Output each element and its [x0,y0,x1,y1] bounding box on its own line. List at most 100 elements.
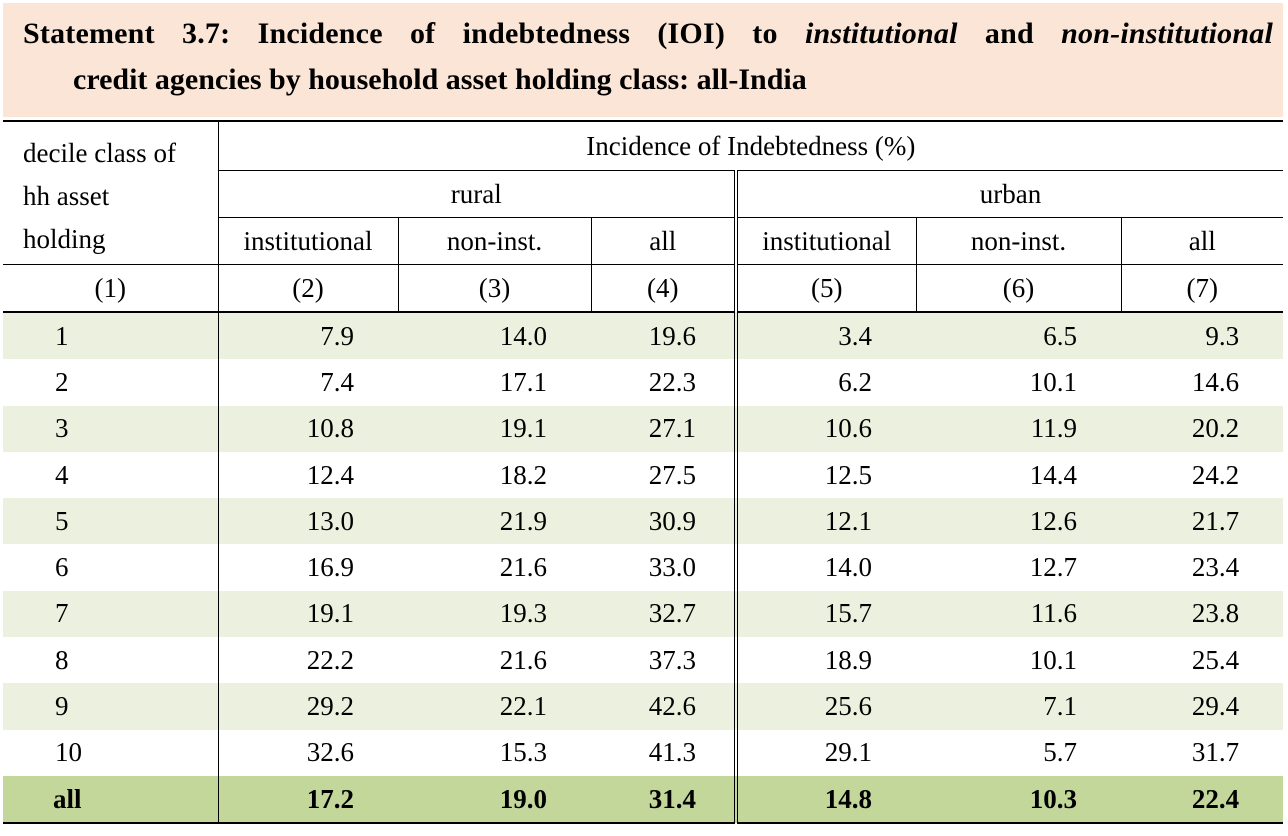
cell-rural-institutional: 16.9 [217,544,398,591]
cell-urban-all: 20.2 [1121,405,1284,452]
cell-rural-institutional: 22.2 [217,637,398,684]
cell-total-rural-all: 31.4 [591,775,736,825]
col-number-3: (3) [397,264,591,313]
table-row-total: all 17.2 19.0 31.4 14.8 10.3 22.4 [3,775,1284,825]
cell-urban-non-inst: 6.5 [916,312,1121,360]
header-group-rural: rural [217,170,736,218]
table-row: 1 7.9 14.0 19.6 3.4 6.5 9.3 [3,312,1284,360]
cell-total-urban-institutional: 14.8 [734,775,916,825]
row-label: 2 [55,366,69,397]
cell-urban-non-inst: 12.7 [1029,552,1077,583]
cell-rural-institutional: 19.1 [217,590,398,638]
cell-urban-institutional: 10.6 [734,405,916,452]
title-line-2: credit agencies by household asset holdi… [73,63,807,96]
title-prefix: Statement 3.7: Incidence of indebtedness… [23,17,805,50]
cell-urban-institutional: 25.6 [734,683,916,730]
statement-title-box: Statement 3.7: Incidence of indebtedness… [3,3,1283,117]
title-line-1: Statement 3.7: Incidence of indebtedness… [23,17,1273,51]
cell-total-rural-institutional: 17.2 [217,775,398,825]
cell-urban-non-inst: 12.6 [916,498,1121,545]
cell-urban-institutional: 12.1 [734,498,916,545]
cell-rural-all: 30.9 [591,498,736,545]
row-label: 5 [3,498,218,545]
cell-urban-non-inst: 10.1 [1029,644,1077,675]
title-italic-non-institutional: non-institutional [1061,17,1273,50]
cell-urban-all: 23.8 [1121,590,1284,638]
row-label: 4 [55,459,69,490]
table-row: 7 19.1 19.3 32.7 15.7 11.6 23.8 [3,590,1284,638]
col-number-6: (6) [915,264,1121,313]
cell-rural-all: 32.7 [591,590,736,638]
col-number-5: (5) [734,264,916,313]
cell-rural-non-inst: 17.1 [499,366,547,397]
cell-rural-institutional: 7.9 [217,312,398,360]
cell-urban-all: 25.4 [1191,644,1240,675]
header-decile-line-2: hh asset [23,181,110,211]
row-label: 6 [55,552,69,583]
cell-urban-institutional: 6.2 [734,359,916,406]
cell-rural-non-inst: 21.6 [499,552,547,583]
cell-rural-non-inst: 19.3 [398,590,591,638]
col-number-7: (7) [1120,264,1284,313]
cell-rural-institutional: 13.0 [217,498,398,545]
cell-urban-non-inst: 7.1 [916,683,1121,730]
cell-rural-institutional: 32.6 [217,729,398,776]
header-rural-all: all [590,217,736,265]
cell-total-rural-non-inst: 19.0 [398,775,591,825]
header-rural-institutional: institutional [217,217,398,265]
title-middle: and [957,17,1062,50]
cell-urban-institutional: 14.0 [734,544,916,591]
cell-rural-all: 22.3 [648,366,696,397]
table-row: 5 13.0 21.9 30.9 12.1 12.6 21.7 [3,498,1284,545]
cell-urban-non-inst: 14.4 [1029,459,1077,490]
header-group-urban: urban [733,170,1284,218]
header-urban-all: all [1120,217,1284,265]
cell-rural-all: 27.5 [648,459,696,490]
header-urban-institutional: institutional [734,217,916,265]
row-label: 10 [55,737,82,768]
table-row: 2 7.4 17.1 22.3 6.2 10.1 14.6 [3,359,1283,406]
cell-urban-all: 14.6 [1191,366,1240,397]
cell-rural-non-inst: 14.0 [398,312,591,360]
cell-urban-non-inst: 5.7 [1043,737,1077,768]
table-row: 6 16.9 21.6 33.0 14.0 12.7 23.4 [3,544,1283,591]
cell-rural-non-inst: 22.1 [398,683,591,730]
header-decile-class: decile class of hh asset holding [3,121,218,265]
row-label: 7 [3,590,218,638]
cell-rural-all: 19.6 [591,312,736,360]
table-row: 3 10.8 19.1 27.1 10.6 11.9 20.2 [3,405,1284,452]
header-decile-line-1: decile class of [23,138,176,168]
header-urban-non-inst: non-inst. [915,217,1121,265]
row-label: 1 [3,312,218,360]
cell-rural-institutional: 10.8 [217,405,398,452]
cell-rural-all: 42.6 [591,683,736,730]
cell-urban-all: 23.4 [1191,552,1240,583]
title-italic-institutional: institutional [804,17,958,50]
cell-rural-institutional: 7.4 [217,359,398,406]
col-number-1: (1) [3,264,218,313]
table-row: 8 22.2 21.6 37.3 18.9 10.1 25.4 [3,637,1283,684]
row-label: 8 [55,644,69,675]
row-label-all: all [3,775,218,825]
cell-urban-institutional: 15.7 [734,590,916,638]
header-incidence-of-indebtedness: Incidence of Indebtedness (%) [217,121,1284,171]
cell-total-urban-all: 22.4 [1121,775,1284,825]
cell-urban-all: 9.3 [1121,312,1284,360]
col-number-2: (2) [217,264,398,313]
row-label: 3 [3,405,218,452]
cell-rural-non-inst: 18.2 [499,459,547,490]
cell-rural-all: 37.3 [648,644,696,675]
cell-rural-non-inst: 19.1 [398,405,591,452]
cell-total-urban-non-inst: 10.3 [916,775,1121,825]
table-row: 4 12.4 18.2 27.5 12.5 14.4 24.2 [3,451,1283,499]
cell-rural-non-inst: 15.3 [499,737,547,768]
cell-urban-institutional: 12.5 [734,451,916,499]
col-number-4: (4) [590,264,736,313]
cell-urban-all: 29.4 [1121,683,1284,730]
table-row: 9 29.2 22.1 42.6 25.6 7.1 29.4 [3,683,1284,730]
cell-rural-all: 41.3 [648,737,696,768]
cell-rural-all: 27.1 [591,405,736,452]
cell-urban-institutional: 29.1 [734,729,916,776]
cell-rural-institutional: 29.2 [217,683,398,730]
header-decile-line-3: holding [23,224,106,254]
